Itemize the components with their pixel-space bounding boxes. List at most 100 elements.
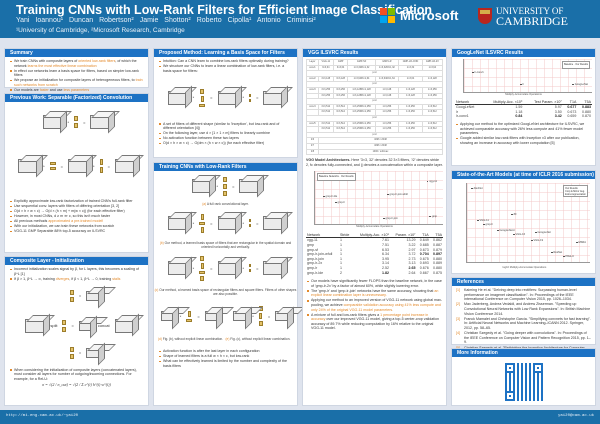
basis-hv-figure: * = * =	[154, 206, 297, 240]
table-row: gmp-lr 1 2.52 2.65 0.676 0.880	[307, 266, 442, 271]
panel-title: More Information	[452, 349, 595, 357]
reference-item: [3] Franck Mamalet and Christophe Garcia.…	[456, 316, 591, 330]
table-row: lr 1.18 3.50 0.673 0.880	[456, 109, 591, 114]
author: Yani Ioannou¹	[16, 17, 64, 24]
author: Roberto Cipolla¹	[196, 17, 252, 24]
microsoft-grid-icon	[380, 8, 395, 23]
figure-caption: (e) Fig. (c), without explicit linear co…	[225, 337, 291, 341]
author-list: Yani Ioannou¹ Duncan Robertson² Jamie Sh…	[16, 17, 316, 24]
table-row: gmp-lr-join-wfull 1 6.34 3.72 0.704 0.897	[307, 252, 442, 257]
intermediate-volume-icon	[68, 159, 88, 173]
relu-init-equation: σ = √(2 / n_out) = √(2 / Σ c^(i) h^(i) w…	[42, 382, 111, 388]
data-point: gmp	[429, 215, 437, 220]
training-lowrank-panel: Training CNNs with Low-Rank Filters * = (…	[153, 162, 298, 406]
figure-caption: (b) Our method, a learned basis space of…	[159, 241, 292, 249]
output-volume-icon	[90, 115, 111, 129]
panel-title: GoogLeNet ILSVRC Results	[452, 49, 595, 57]
full-rank-figure: * =	[154, 171, 297, 201]
panel-title: VGG ILSVRC Results	[303, 49, 446, 57]
cambridge-line1: UNIVERSITY OF	[496, 6, 564, 16]
figure-caption: (a) A full rank convolutional layer.	[202, 202, 249, 206]
sota-panel: State-of-the-Art Models (at time of ICLR…	[451, 170, 596, 274]
qr-code[interactable]	[504, 363, 543, 401]
googlenet-scatter-chart: Baseline · Our Results lr-conv1 lr GoogL…	[463, 59, 592, 93]
vgg-finding: A mixture of full and low-rank filters g…	[306, 313, 443, 331]
vgg-results-table: Network Stride Multiply-Acc. ×10⁹ Param. ×1…	[306, 232, 443, 275]
data-point: GoogLeNet	[572, 83, 588, 88]
figure-caption: (d) Fig. (b), without explicit linear co…	[158, 337, 224, 341]
sota-scatter-chart: Our Results Crop & Mirror Aug. Extra Augme…	[466, 183, 590, 263]
previous-work-item: However, in most CNNs, d ≥ m ≫ c, so thi…	[9, 214, 144, 219]
chart-legend: Our Results Crop & Mirror Aug. Extra Augme…	[563, 185, 588, 197]
vgg-scatter-chart: Baseline Networks · Our Results vgg-11 g…	[314, 171, 443, 226]
data-point: MSRA	[576, 241, 587, 244]
output-volume-icon	[114, 159, 135, 173]
panel-title: References	[452, 278, 595, 286]
method-item: No activation function between these two…	[158, 136, 293, 141]
data-point: PReLU	[563, 255, 574, 258]
output-volume-icon	[114, 318, 135, 333]
data-point: gmp-lr-lde	[323, 195, 338, 200]
microsoft-logo: Microsoft	[380, 8, 459, 23]
panel-title: Summary	[5, 49, 148, 57]
chart-legend: Baseline Networks · Our Results	[317, 173, 356, 181]
affiliations: ¹University of Cambridge, ²Microsoft Res…	[16, 27, 185, 34]
panel-title: Proposed Method: Learning a Basis Space …	[154, 49, 297, 57]
table-row: vgg-11 1 7.61 13.29 0.649 0.862	[307, 238, 442, 243]
poster-header: Training CNNs with Low-Rank Filters for …	[0, 0, 600, 38]
googlenet-finding: Applying our method to the optimized Goo…	[455, 122, 592, 136]
data-point: GoogLeNet	[535, 231, 551, 234]
summary-panel: Summary We train CNNs with composite lay…	[4, 48, 149, 97]
method-item: O(d × h × w × c) → O(dm × (h × w × c)) (…	[158, 141, 293, 146]
vgg-finding: Our models have significantly fewer FLOP…	[306, 279, 443, 288]
data-point: ResNet	[551, 251, 563, 254]
training-item: Shape of learned filters is a full w × h…	[158, 354, 293, 359]
training-item: What can be effectively learned is limit…	[158, 359, 293, 368]
panel-title: Previous Work: Separable (Factorized) Co…	[5, 94, 148, 102]
panel-title: Training CNNs with Low-Rank Filters	[154, 163, 297, 171]
composite-note: When considering the initialization of c…	[9, 368, 144, 382]
composite-item: If β > 1, β^L → ∞, training diverges, if…	[9, 277, 144, 282]
data-point: gmp-lr-join-wfull	[387, 193, 408, 198]
references-panel: References [1] Kaiming He et al. "Delving…	[451, 277, 596, 354]
previous-work-item: With our initialization, we can train th…	[9, 224, 144, 229]
table-row: lr-conv1 0.84 3.42 0.659 0.870	[456, 114, 591, 119]
vgg-architecture-table: Layer VGG-11 GMP GMP-SF GMP-LR GMP-LR-JOIN GMP…	[306, 59, 444, 156]
data-point: VGG-19	[531, 239, 544, 242]
author: Antonio Criminisi²	[256, 17, 316, 24]
separable-conv-figure: * = * = * =	[5, 102, 148, 197]
author: Duncan Robertson²	[69, 17, 134, 24]
summary-item: We propose an initialization for composi…	[9, 78, 144, 87]
no-linear-combo-figures: * = * =	[154, 296, 297, 336]
googlenet-finding: Google added similar low-rank filters wi…	[455, 136, 592, 145]
googlenet-results-panel: GoogLeNet ILSVRC Results Baseline · Our …	[451, 48, 596, 166]
composite-layer-panel: Composite Layer - Initialization Incorre…	[4, 256, 149, 406]
summary-item: Our models are faster and use less param…	[9, 88, 144, 93]
composite-item: Incorrect initialization scales signal b…	[9, 267, 144, 276]
cambridge-crest-icon	[478, 8, 492, 24]
panel-title: Composite Layer - Initialization	[5, 257, 148, 265]
previous-work-item: Use sequential conv. layers with filters…	[9, 204, 144, 209]
email-link[interactable]: yai20@cam.ac.uk	[557, 414, 594, 418]
chart-xlabel: log10 Multiply-Accumulate Operations	[502, 266, 547, 269]
data-point: VGG-16	[513, 233, 526, 236]
website-link[interactable]: http://mi.eng.cam.ac.uk/~yai20	[6, 414, 79, 418]
poster-title: Training CNNs with Low-Rank Filters for …	[16, 3, 433, 17]
data-point: lr-conv1	[472, 71, 484, 76]
previous-work-item: O(d × h × w × c) → O(d × (h × m) + m(w ×…	[9, 209, 144, 214]
poster-footer: http://mi.eng.cam.ac.uk/~yai20 yai20@cam…	[0, 410, 600, 424]
cambridge-line2: CAMBRIDGE	[496, 14, 569, 28]
summary-item: In effect our networks learn a basis spa…	[9, 69, 144, 78]
table-row: gmp-sf 1 6.53 2.97 0.673 0.879	[307, 247, 442, 252]
training-item: Activation function is after the last la…	[158, 349, 293, 354]
reference-item: [2] Max Jaderberg, Andrea Vedaldi, and An…	[456, 302, 591, 316]
vgg-results-panel: VGG ILSVRC Results Layer VGG-11 GMP GMP-SF G…	[302, 48, 447, 406]
input-volume-icon	[18, 159, 39, 173]
basis-mixed-figure: * = * =	[154, 249, 297, 287]
table-row: gmp-lr-lde 2 1.82 2.64 0.667 0.875	[307, 270, 442, 275]
chart-xlabel: Multiply-Accumulate Operations	[356, 225, 393, 229]
method-item: We structure our CNNs to learn a linear …	[158, 64, 293, 73]
more-info-panel: More Information	[451, 348, 596, 406]
basis-space-figure: * = * =	[154, 76, 297, 120]
table-row: gmp-lr-2x 1 3.14 3.13 0.693 0.889	[307, 261, 442, 266]
